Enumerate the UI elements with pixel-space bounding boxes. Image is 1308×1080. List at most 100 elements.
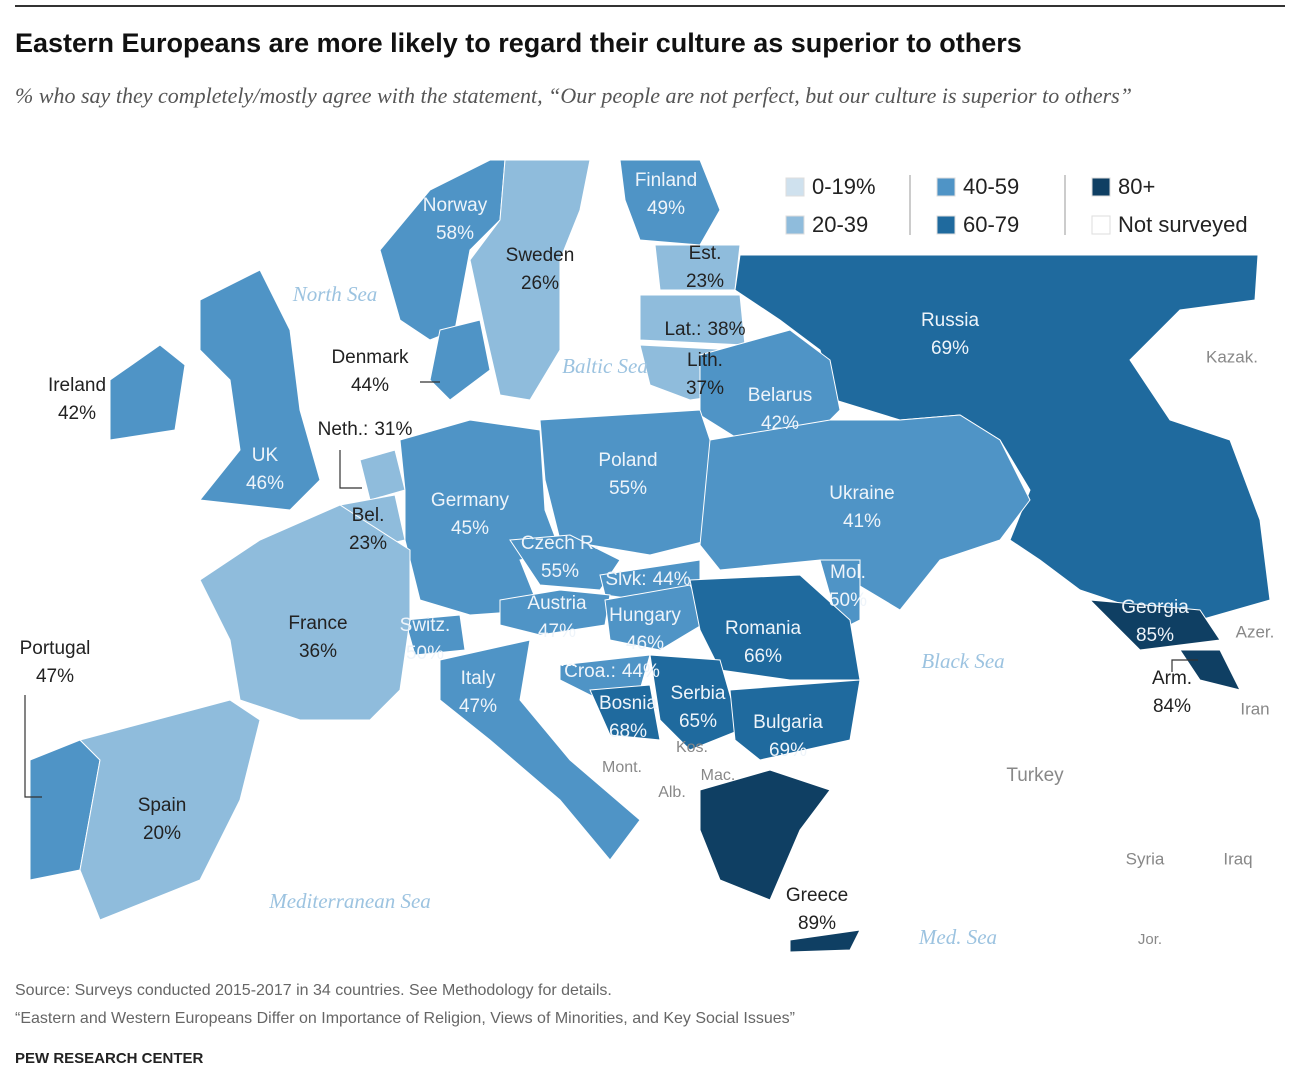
label-part: Sweden <box>506 245 575 266</box>
label-part: 66% <box>744 646 782 667</box>
country-label: Italy 47% <box>459 668 497 717</box>
label-part: 38% <box>707 319 745 340</box>
country-label: Bulgaria 69% <box>753 712 823 761</box>
label-part: Bulgaria <box>753 712 823 733</box>
leader-line <box>1171 659 1198 672</box>
legend-swatch <box>936 177 956 197</box>
place-label: Azer. <box>1236 622 1275 641</box>
sea-label: Med. Sea <box>918 925 997 949</box>
country <box>399 419 561 616</box>
label-part: 84% <box>1153 696 1191 717</box>
sea-label: Baltic Sea <box>562 354 648 378</box>
country-label: Austria 47% <box>527 593 587 642</box>
label-part: Ukraine <box>829 483 894 504</box>
label-part: Denmark <box>331 347 409 368</box>
label-part: 42% <box>761 413 799 434</box>
label-part: Georgia <box>1121 597 1189 618</box>
label-part: 47% <box>538 621 576 642</box>
label-part: 85% <box>1136 625 1174 646</box>
country <box>469 159 591 401</box>
country-label: Georgia 85% <box>1121 597 1189 646</box>
label-part: Romania <box>725 618 801 639</box>
label-part: Serbia <box>671 683 726 704</box>
place-label: Iran <box>1240 699 1269 718</box>
label-part: Germany <box>431 490 510 511</box>
place-label: Slva <box>545 653 575 670</box>
country-label: Czech R. 55% <box>521 533 599 582</box>
country-label: Greece 89% <box>786 885 848 934</box>
label-part: Neth.: <box>318 419 369 440</box>
place-label: Rus. <box>645 389 676 406</box>
label-part: Slvk: <box>605 569 646 590</box>
legend-label: 60-79 <box>963 212 1019 237</box>
country <box>199 504 411 721</box>
country-label: Bosnia 68% <box>599 693 658 742</box>
legend-swatch <box>785 215 805 235</box>
country <box>109 344 186 441</box>
country-label: Denmark 44% <box>331 347 409 396</box>
label-part: 46% <box>626 633 664 654</box>
label-part: 55% <box>541 561 579 582</box>
place-label: Mont. <box>602 759 642 776</box>
label-part: Poland <box>598 450 657 471</box>
sea-label: North Sea <box>292 282 378 306</box>
country <box>589 684 661 741</box>
label-part: 41% <box>843 511 881 532</box>
country <box>429 319 491 401</box>
legend-swatch <box>785 177 805 197</box>
label-part: Bel. <box>352 505 385 526</box>
country-label: Croa.: 44% <box>564 661 660 682</box>
country <box>379 159 506 341</box>
label-part: Mol. <box>830 562 866 583</box>
label-part: Norway <box>423 195 488 216</box>
label-part: 65% <box>679 711 717 732</box>
label-part: 58% <box>436 223 474 244</box>
country-label: Hungary 46% <box>609 605 681 654</box>
place-label: Alb. <box>658 784 686 801</box>
place-label: Iraq <box>1223 849 1252 868</box>
country-label: Sweden 26% <box>506 245 575 294</box>
label-part: 23% <box>349 533 387 554</box>
subtitle: % who say they completely/mostly agree w… <box>15 83 1132 108</box>
country-label: Portugal 47% <box>20 638 91 687</box>
country <box>689 574 861 681</box>
country <box>604 584 711 651</box>
label-part: Greece <box>786 885 848 906</box>
title: Eastern Europeans are more likely to reg… <box>15 28 1022 58</box>
legend-label: 20-39 <box>812 212 868 237</box>
label-part: 42% <box>58 403 96 424</box>
label-part: 68% <box>609 721 647 742</box>
label-part: Bosnia <box>599 693 658 714</box>
country-label: Neth.: 31% <box>318 419 413 440</box>
country-label: Lith. 37% <box>686 350 724 399</box>
country <box>499 589 611 636</box>
country <box>439 639 641 861</box>
country <box>649 654 741 751</box>
country-label: Germany 45% <box>431 490 510 539</box>
label-part: Russia <box>921 310 980 331</box>
country-label: Norway 58% <box>423 195 488 244</box>
label-part: Belarus <box>748 385 812 406</box>
country-label: Russia 69% <box>921 310 980 359</box>
country-label: Belarus 42% <box>748 385 812 434</box>
country-label: Ireland 42% <box>48 375 106 424</box>
label-part: 46% <box>246 473 284 494</box>
label-part: 89% <box>798 913 836 934</box>
place-label: Jor. <box>1138 931 1162 948</box>
legend-swatch <box>1091 215 1111 235</box>
organization: PEW RESEARCH CENTER <box>15 1050 204 1067</box>
label-part: 69% <box>769 740 807 761</box>
country-label: Arm. 84% <box>1152 668 1192 717</box>
legend-swatch <box>936 215 956 235</box>
report: “Eastern and Western Europeans Differ on… <box>15 1010 795 1027</box>
country <box>699 769 831 901</box>
source: Source: Surveys conducted 2015-2017 in 3… <box>15 982 612 999</box>
label-part: Lith. <box>687 350 723 371</box>
top-rule <box>15 5 1285 7</box>
country-label: Slvk: 44% <box>605 569 690 590</box>
label-part: Hungary <box>609 605 681 626</box>
legend-label: Not surveyed <box>1118 212 1248 237</box>
leader-line <box>339 450 362 489</box>
label-part: Croa.: <box>564 661 616 682</box>
